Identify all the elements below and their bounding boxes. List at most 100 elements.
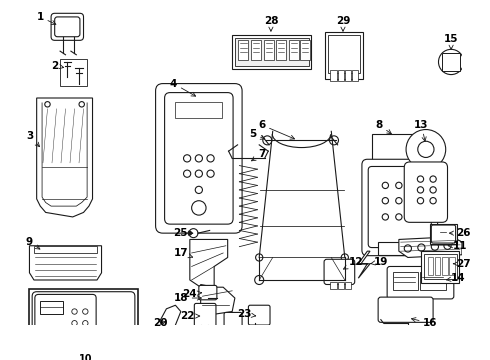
Text: 1: 1 bbox=[37, 12, 56, 24]
Circle shape bbox=[417, 198, 424, 204]
FancyBboxPatch shape bbox=[404, 162, 447, 222]
Bar bbox=[235, 38, 309, 67]
Circle shape bbox=[207, 170, 214, 177]
Text: 19: 19 bbox=[370, 257, 388, 267]
Text: 10: 10 bbox=[78, 354, 92, 360]
FancyBboxPatch shape bbox=[224, 312, 242, 339]
Bar bbox=[378, 242, 421, 255]
Circle shape bbox=[188, 231, 192, 235]
Circle shape bbox=[329, 136, 339, 145]
Polygon shape bbox=[200, 284, 235, 314]
Bar bbox=[289, 40, 299, 60]
Text: 13: 13 bbox=[414, 120, 429, 141]
FancyBboxPatch shape bbox=[199, 285, 217, 300]
Bar bbox=[40, 301, 63, 314]
Polygon shape bbox=[29, 246, 101, 280]
Circle shape bbox=[340, 275, 349, 284]
Polygon shape bbox=[399, 237, 462, 257]
Bar bbox=[29, 289, 138, 360]
Circle shape bbox=[255, 275, 264, 284]
Circle shape bbox=[195, 186, 202, 194]
Bar bbox=[352, 70, 358, 81]
Bar bbox=[325, 32, 363, 79]
Circle shape bbox=[409, 198, 416, 204]
Text: 4: 4 bbox=[170, 78, 196, 96]
Circle shape bbox=[406, 130, 446, 169]
Circle shape bbox=[409, 182, 416, 189]
Circle shape bbox=[192, 201, 206, 215]
Bar bbox=[60, 59, 87, 86]
Polygon shape bbox=[34, 246, 97, 253]
Text: 7: 7 bbox=[251, 149, 266, 161]
Bar bbox=[421, 251, 459, 283]
Bar bbox=[428, 257, 433, 275]
Circle shape bbox=[83, 320, 88, 326]
Circle shape bbox=[404, 245, 412, 252]
Polygon shape bbox=[37, 98, 93, 217]
Circle shape bbox=[189, 229, 198, 238]
Text: 28: 28 bbox=[264, 15, 278, 31]
FancyBboxPatch shape bbox=[362, 159, 438, 256]
Circle shape bbox=[341, 254, 348, 261]
Bar bbox=[175, 102, 222, 118]
Bar bbox=[424, 254, 457, 279]
Circle shape bbox=[83, 309, 88, 314]
Bar bbox=[392, 272, 418, 290]
Polygon shape bbox=[190, 239, 228, 287]
Text: 17: 17 bbox=[173, 248, 193, 258]
Bar bbox=[330, 70, 337, 81]
Circle shape bbox=[184, 170, 191, 177]
Circle shape bbox=[418, 244, 425, 251]
Circle shape bbox=[45, 102, 50, 107]
Text: 18: 18 bbox=[173, 293, 201, 303]
Text: 9: 9 bbox=[26, 237, 40, 249]
Circle shape bbox=[430, 187, 436, 193]
FancyBboxPatch shape bbox=[248, 305, 270, 325]
Bar bbox=[372, 134, 426, 163]
Circle shape bbox=[417, 176, 424, 182]
Text: 11: 11 bbox=[448, 241, 467, 251]
Bar bbox=[300, 40, 310, 60]
Text: 24: 24 bbox=[182, 288, 201, 298]
Circle shape bbox=[228, 341, 235, 348]
Bar bbox=[420, 272, 446, 290]
Circle shape bbox=[263, 136, 272, 145]
FancyBboxPatch shape bbox=[387, 266, 454, 299]
FancyBboxPatch shape bbox=[324, 259, 355, 284]
FancyBboxPatch shape bbox=[378, 297, 433, 322]
Circle shape bbox=[418, 141, 434, 157]
Circle shape bbox=[382, 214, 389, 220]
Bar bbox=[251, 40, 261, 60]
Circle shape bbox=[396, 214, 402, 220]
Circle shape bbox=[79, 102, 84, 107]
Circle shape bbox=[382, 198, 389, 204]
Text: 16: 16 bbox=[412, 318, 438, 328]
Bar bbox=[328, 35, 360, 73]
Bar bbox=[442, 257, 447, 275]
Circle shape bbox=[439, 49, 464, 75]
Bar bbox=[442, 53, 460, 71]
Bar bbox=[276, 40, 286, 60]
Bar bbox=[449, 257, 455, 275]
Text: 8: 8 bbox=[375, 120, 392, 134]
Circle shape bbox=[195, 155, 202, 162]
Text: 12: 12 bbox=[343, 257, 363, 269]
Circle shape bbox=[431, 243, 439, 250]
Text: 21: 21 bbox=[0, 359, 1, 360]
Text: 20: 20 bbox=[153, 318, 168, 328]
Bar bbox=[345, 282, 351, 289]
Text: 27: 27 bbox=[454, 259, 471, 269]
Bar bbox=[239, 40, 248, 60]
Bar bbox=[430, 224, 458, 244]
Circle shape bbox=[382, 182, 389, 189]
Bar bbox=[338, 282, 344, 289]
Circle shape bbox=[444, 242, 451, 249]
FancyBboxPatch shape bbox=[156, 84, 242, 233]
Text: 5: 5 bbox=[249, 129, 265, 139]
FancyBboxPatch shape bbox=[195, 303, 216, 327]
Text: 6: 6 bbox=[258, 120, 294, 139]
FancyBboxPatch shape bbox=[165, 93, 233, 224]
Text: 26: 26 bbox=[449, 228, 471, 238]
FancyBboxPatch shape bbox=[431, 225, 456, 243]
Text: 22: 22 bbox=[180, 311, 200, 321]
